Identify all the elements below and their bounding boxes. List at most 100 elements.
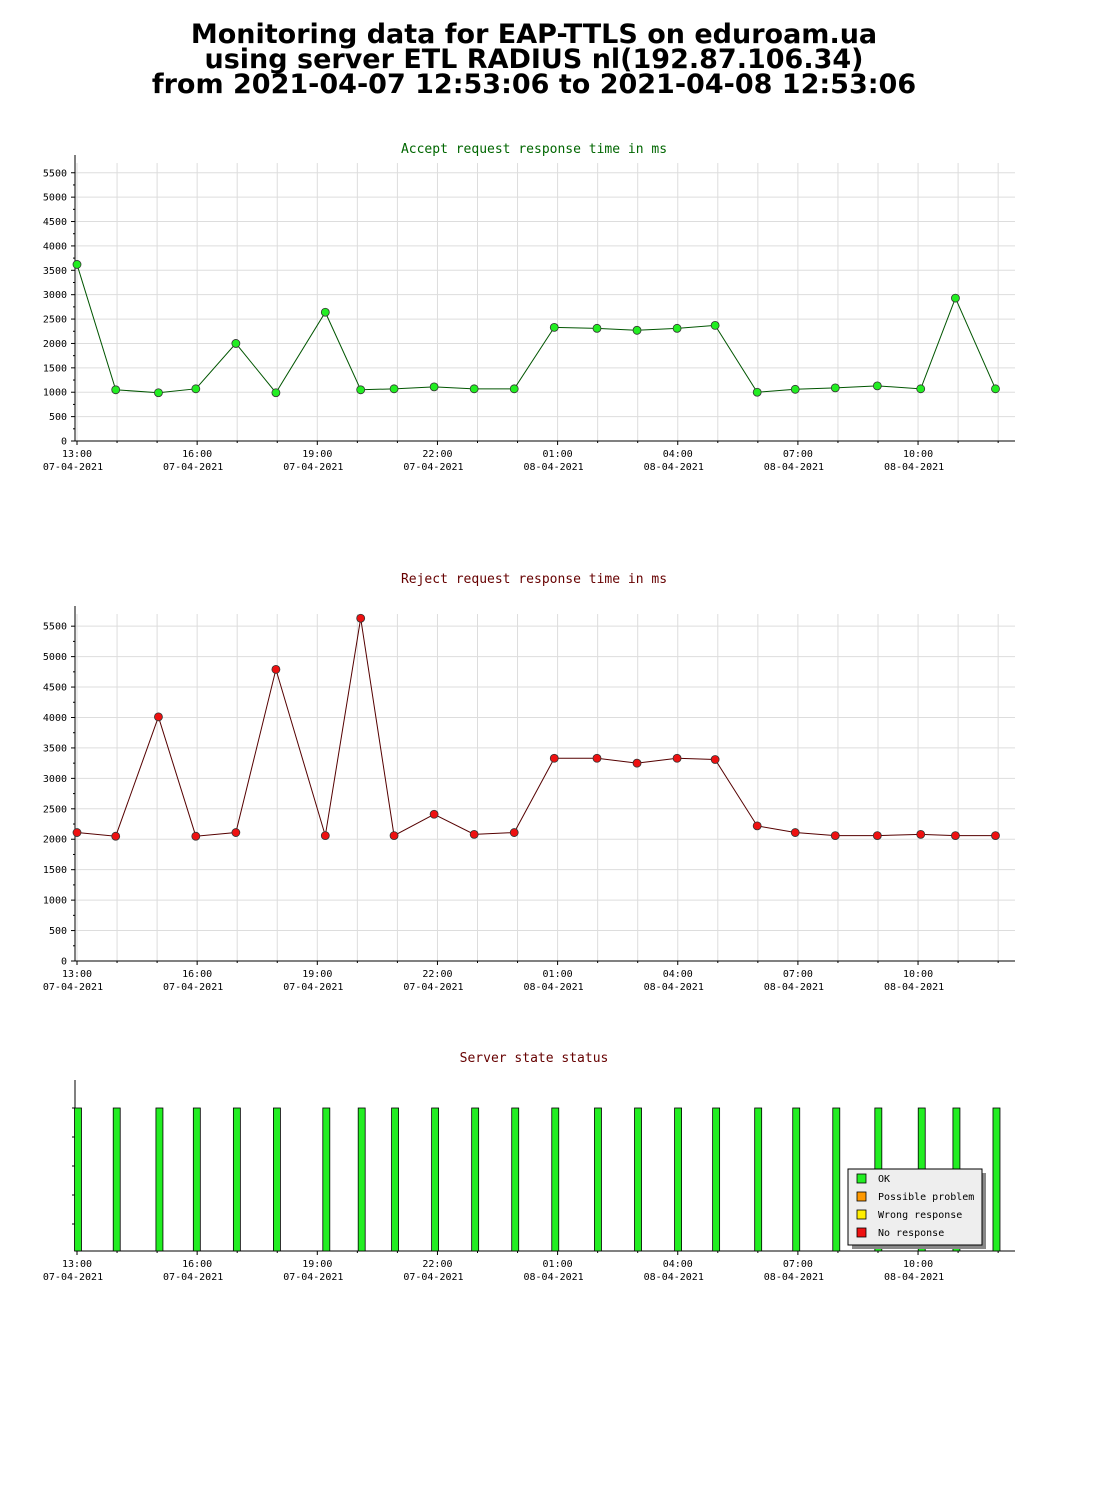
reject-data-point [320, 831, 330, 840]
x-tick-time-label: 16:00 [182, 449, 212, 460]
reject-response-chart: Reject request response time in ms 0 500 10… [43, 572, 1015, 993]
status-bar [992, 1107, 1001, 1252]
reject-data-point [549, 753, 559, 763]
x-tick-date-label: 07-04-2021 [163, 462, 223, 473]
status-bar [594, 1107, 602, 1252]
reject-data-point [790, 828, 800, 837]
status-legend: OK Possible problem Wrong response No respo… [847, 1168, 986, 1249]
x-tick-time-label: 19:00 [302, 1259, 332, 1270]
accept-data-point [872, 381, 882, 391]
y-tick-label: 500 [49, 412, 67, 423]
x-tick-time-label: 13:00 [62, 1259, 92, 1270]
accept-data-point [710, 321, 720, 330]
accept-data-point [154, 388, 163, 398]
reject-data-point [356, 613, 366, 623]
x-tick-date-label: 08-04-2021 [523, 462, 583, 473]
reject-data-point [469, 829, 479, 839]
x-tick-time-label: 13:00 [62, 449, 92, 460]
status-bar [391, 1107, 399, 1252]
x-tick-time-label: 07:00 [783, 1259, 813, 1270]
x-tick-date-label: 08-04-2021 [644, 1272, 704, 1283]
x-tick-date-label: 07-04-2021 [403, 982, 463, 993]
legend-label: Wrong response [878, 1210, 962, 1221]
x-tick-time-label: 16:00 [182, 969, 212, 980]
reject-data-point [389, 831, 399, 840]
accept-data-point [389, 384, 399, 394]
y-tick-label: 0 [61, 957, 67, 968]
x-tick-time-label: 22:00 [422, 449, 452, 460]
accept-data-point [469, 384, 479, 394]
accept-data-point [549, 322, 559, 332]
x-tick-date-label: 08-04-2021 [764, 982, 824, 993]
x-tick-time-label: 04:00 [663, 449, 693, 460]
status-chart-title: Server state status [460, 1051, 609, 1066]
status-bar [322, 1107, 331, 1252]
accept-chart-title: Accept request response time in ms [401, 142, 667, 157]
x-tick-date-label: 08-04-2021 [764, 1272, 824, 1283]
x-tick-time-label: 19:00 [302, 969, 332, 980]
x-tick-date-label: 07-04-2021 [403, 462, 463, 473]
x-tick-date-label: 08-04-2021 [884, 462, 944, 473]
y-tick-label: 4500 [43, 683, 67, 694]
accept-data-point [320, 307, 330, 317]
reject-data-point [752, 821, 762, 831]
title-line-1: Monitoring data for EAP-TTLS on eduroam.… [190, 19, 878, 50]
accept-data-point [111, 385, 121, 395]
y-tick-label: 2000 [43, 339, 67, 350]
x-tick-time-label: 04:00 [663, 1259, 693, 1270]
x-tick-date-label: 08-04-2021 [764, 462, 824, 473]
reject-data-point [271, 664, 281, 674]
accept-data-point [231, 339, 241, 348]
reject-data-point [509, 828, 519, 837]
reject-data-point [916, 829, 926, 839]
reject-series-line [76, 618, 996, 837]
accept-data-point [916, 384, 926, 394]
status-bar [634, 1107, 642, 1252]
reject-chart-title: Reject request response time in ms [401, 572, 667, 587]
y-tick-label: 3500 [43, 743, 67, 754]
x-tick-time-label: 01:00 [543, 1259, 573, 1270]
title-line-3: from 2021-04-07 12:53:06 to 2021-04-08 1… [151, 69, 917, 100]
y-tick-label: 3000 [43, 290, 67, 301]
x-tick-date-label: 08-04-2021 [523, 1272, 583, 1283]
status-bar [471, 1107, 480, 1252]
legend-box [847, 1168, 983, 1246]
title-line-2: using server ETL RADIUS nl(192.87.106.34… [204, 44, 864, 75]
reject-data-point [154, 712, 163, 722]
reject-data-point [872, 831, 882, 840]
x-tick-date-label: 07-04-2021 [163, 1272, 223, 1283]
status-bar [74, 1107, 82, 1252]
x-tick-time-label: 01:00 [543, 449, 573, 460]
legend-label: Possible problem [878, 1192, 974, 1203]
x-tick-time-label: 04:00 [663, 969, 693, 980]
y-tick-label: 1500 [43, 865, 67, 876]
server-status-chart: Server state status 13:00 07-04-2021 16:00 0… [43, 1051, 1015, 1283]
reject-data-point [191, 831, 201, 841]
legend-swatch-possible-problem [856, 1191, 867, 1202]
x-tick-date-label: 07-04-2021 [283, 1272, 343, 1283]
reject-data-point [710, 755, 720, 764]
status-bar [832, 1107, 841, 1252]
x-tick-time-label: 22:00 [422, 969, 452, 980]
accept-data-point [509, 384, 519, 394]
y-tick-label: 5500 [43, 168, 67, 179]
status-bar [511, 1107, 520, 1252]
legend-swatch-ok [856, 1173, 867, 1184]
y-tick-label: 5000 [43, 193, 67, 204]
x-tick-time-label: 19:00 [302, 449, 332, 460]
status-bar [754, 1107, 763, 1252]
x-tick-date-label: 08-04-2021 [644, 462, 704, 473]
x-tick-date-label: 08-04-2021 [523, 982, 583, 993]
status-bar [155, 1107, 164, 1252]
y-tick-label: 5500 [43, 622, 67, 633]
y-tick-label: 5000 [43, 652, 67, 663]
accept-data-point [752, 387, 762, 397]
x-tick-date-label: 07-04-2021 [43, 982, 103, 993]
reject-data-point [672, 753, 682, 763]
reject-data-point [429, 809, 439, 819]
accept-data-point [830, 383, 840, 393]
accept-response-chart: Accept request response time in ms 0 500 10… [43, 142, 1015, 473]
x-tick-time-label: 07:00 [783, 449, 813, 460]
page-title: Monitoring data for EAP-TTLS on eduroam.… [0, 19, 1068, 100]
